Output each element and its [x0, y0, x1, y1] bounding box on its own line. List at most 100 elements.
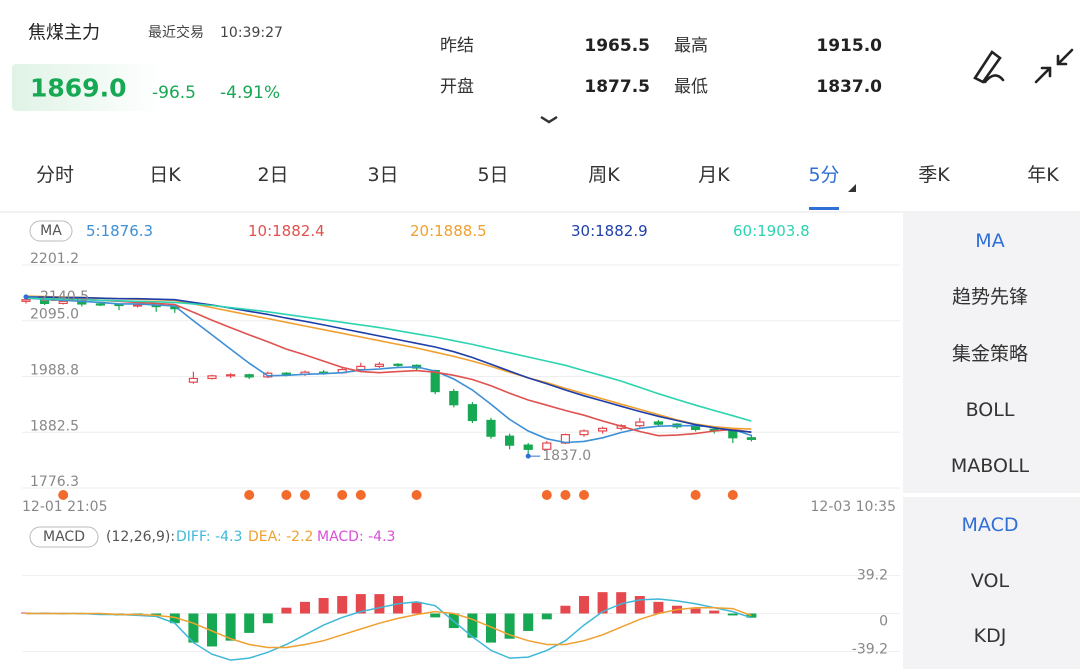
candle-body — [244, 374, 254, 378]
recent-label: 最近交易 — [148, 24, 204, 41]
candle-body — [728, 430, 738, 439]
contract-name: 焦煤主力 — [28, 23, 100, 44]
macd-bar — [281, 607, 292, 614]
macd-bar — [523, 613, 534, 631]
candle-body — [746, 437, 757, 440]
y-tick-label: 2201.2 — [30, 251, 79, 267]
signal-dot — [541, 490, 552, 500]
candle-body — [95, 303, 106, 306]
menu-item[interactable]: 趋势先锋 — [952, 286, 1028, 308]
macd-line — [26, 606, 752, 649]
x-tick-label: 12-03 10:35 — [811, 499, 896, 515]
y-tick-label: 1988.8 — [30, 362, 79, 378]
price-change-pct: -4.91% — [220, 83, 280, 103]
y-tick-label: 2095.0 — [30, 307, 79, 323]
menu-item[interactable]: KDJ — [974, 625, 1007, 647]
signal-dot — [337, 490, 348, 500]
tab[interactable]: 2日 — [257, 164, 288, 186]
menu-item[interactable]: 集金策略 — [952, 343, 1028, 365]
macd-bar — [207, 613, 217, 647]
candle-body — [58, 300, 68, 305]
candle-body — [188, 377, 198, 383]
candle-body — [467, 404, 477, 422]
legend-entry: 20:1888.5 — [410, 222, 487, 240]
y-tick-label: 1882.5 — [30, 418, 79, 434]
macd-bar — [486, 613, 496, 643]
macd-bar — [374, 594, 385, 614]
tab[interactable]: 5分 — [808, 164, 839, 186]
legend-box — [29, 526, 99, 548]
y-tick-label: 39.2 — [857, 567, 888, 583]
macd-bar — [430, 613, 441, 618]
ma-label[interactable]: MA — [40, 223, 62, 239]
stat-value: 1915.0 — [816, 36, 882, 56]
tab[interactable]: 5日 — [477, 164, 508, 186]
stat-label: 昨结 — [440, 36, 474, 56]
extreme-label: 2140.5 — [40, 289, 89, 305]
tab[interactable]: 分时 — [36, 164, 74, 186]
candle-body — [281, 372, 291, 375]
signal-dot — [281, 490, 292, 500]
macd-bar — [188, 613, 199, 643]
candle-body — [226, 374, 236, 377]
signal-dot — [690, 490, 701, 500]
macd-bar — [727, 613, 738, 616]
macd-bar — [709, 610, 720, 614]
menu-item[interactable]: VOL — [971, 570, 1010, 592]
side-panel — [903, 212, 1080, 493]
macd-bar — [653, 601, 664, 614]
period-tabs: 分时 日K 2日 3日 5日 周K 月K 5分 季K 年K — [36, 164, 1059, 210]
signal-dot — [300, 490, 310, 500]
tab-dropdown — [848, 184, 856, 192]
macd-line — [26, 598, 752, 661]
macd-bar — [393, 596, 403, 614]
candle-body — [356, 365, 366, 371]
candle-body — [207, 375, 217, 380]
menu-item[interactable]: MACD — [962, 514, 1019, 536]
candle-body — [542, 442, 552, 450]
legend-entry: 10:1882.4 — [248, 222, 325, 240]
tab-underline — [809, 207, 839, 210]
collapse-icon[interactable] — [1034, 48, 1074, 84]
macd-bar — [318, 597, 329, 614]
menu-item[interactable]: BOLL — [966, 399, 1015, 421]
draw-icon[interactable] — [973, 50, 1005, 84]
candle-body — [486, 419, 496, 437]
tab[interactable]: 周K — [588, 164, 620, 186]
macd-bar — [169, 613, 180, 624]
legend-entry: DIFF: -4.3 — [176, 529, 242, 545]
tab[interactable]: 3日 — [367, 164, 398, 186]
macd-bar — [616, 592, 627, 614]
candle-body — [505, 435, 515, 446]
macd-bar — [355, 594, 366, 614]
macd-bar — [225, 613, 236, 641]
stat-value: 1965.5 — [584, 36, 650, 56]
legend-entry: 5:1876.3 — [86, 222, 153, 240]
y-tick-label: 1776.3 — [30, 474, 79, 490]
macd-bar — [467, 613, 478, 638]
menu-item[interactable]: MA — [975, 230, 1004, 252]
tab[interactable]: 年K — [1027, 164, 1059, 186]
signal-dot — [579, 490, 589, 500]
signal-dot — [244, 490, 255, 500]
tab[interactable]: 月K — [698, 164, 730, 186]
macd-bar — [597, 592, 608, 614]
stat-label: 最低 — [674, 77, 708, 97]
macd-bar — [579, 596, 589, 614]
candle-body — [133, 304, 143, 307]
macd-bar — [262, 613, 273, 624]
macd-bar — [411, 601, 422, 614]
tab[interactable]: 季K — [918, 164, 950, 186]
macd-label[interactable]: MACD — [43, 529, 85, 545]
stat-value: 1877.5 — [584, 77, 650, 97]
legend-entry: MACD: -4.3 — [317, 529, 395, 545]
legend-box — [29, 220, 73, 242]
extreme-label: 1837.0 — [542, 448, 591, 464]
candle-body — [635, 421, 645, 427]
macd-bar — [690, 608, 701, 614]
expand-chevron[interactable] — [540, 115, 558, 124]
tab[interactable]: 日K — [149, 164, 181, 186]
menu-item[interactable]: MABOLL — [951, 455, 1030, 477]
legend-entry: 30:1882.9 — [571, 222, 648, 240]
candle-body — [21, 299, 31, 302]
